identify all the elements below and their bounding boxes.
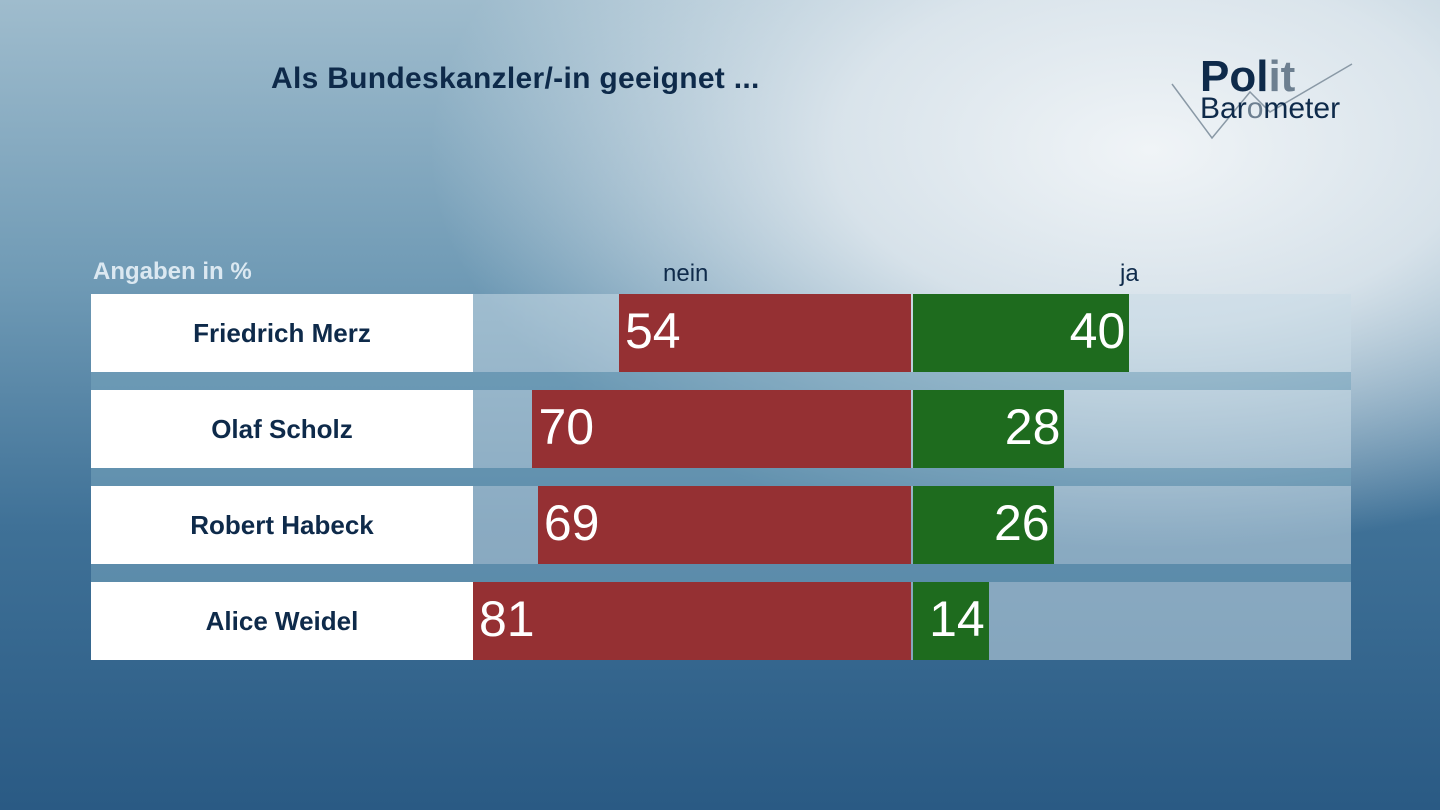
value-label-nein: 70	[538, 399, 595, 455]
chart-row: Olaf Scholz 70 28	[91, 390, 1351, 468]
value-label-ja: 40	[1069, 303, 1126, 359]
value-label-ja: 26	[993, 495, 1050, 551]
bar-track	[473, 294, 1351, 372]
category-label: Friedrich Merz	[91, 294, 473, 372]
value-label-ja: 28	[1004, 399, 1061, 455]
row-separator	[91, 564, 1351, 582]
chart-row: Alice Weidel 81 14	[91, 582, 1351, 660]
bar-nein: 81	[473, 582, 911, 660]
bar-nein: 69	[537, 486, 911, 564]
bar-ja: 40	[913, 294, 1130, 372]
legend-ja: ja	[1120, 260, 1139, 287]
bar-ja: 28	[913, 390, 1065, 468]
politbarometer-logo: Polit Barometer	[1170, 52, 1355, 142]
chart-row: Robert Habeck 69 26	[91, 486, 1351, 564]
row-separator	[91, 468, 1351, 486]
category-label: Olaf Scholz	[91, 390, 473, 468]
checkmark-icon	[1171, 63, 1353, 140]
bar-nein: 54	[619, 294, 911, 372]
chart-title: Als Bundeskanzler/-in geeignet ...	[271, 62, 760, 95]
value-label-nein: 54	[625, 303, 681, 359]
bar-ja: 14	[913, 582, 989, 660]
bar-nein: 70	[532, 390, 911, 468]
value-label-ja: 14	[929, 591, 985, 647]
category-label: Robert Habeck	[91, 486, 473, 564]
unit-label: Angaben in %	[93, 258, 252, 285]
category-label: Alice Weidel	[91, 582, 473, 660]
legend-nein: nein	[663, 260, 709, 287]
row-separator	[91, 372, 1351, 390]
chart-row: Friedrich Merz 54 40	[91, 294, 1351, 372]
bar-ja: 26	[913, 486, 1054, 564]
value-label-nein: 69	[543, 495, 600, 551]
value-label-nein: 81	[479, 591, 535, 647]
